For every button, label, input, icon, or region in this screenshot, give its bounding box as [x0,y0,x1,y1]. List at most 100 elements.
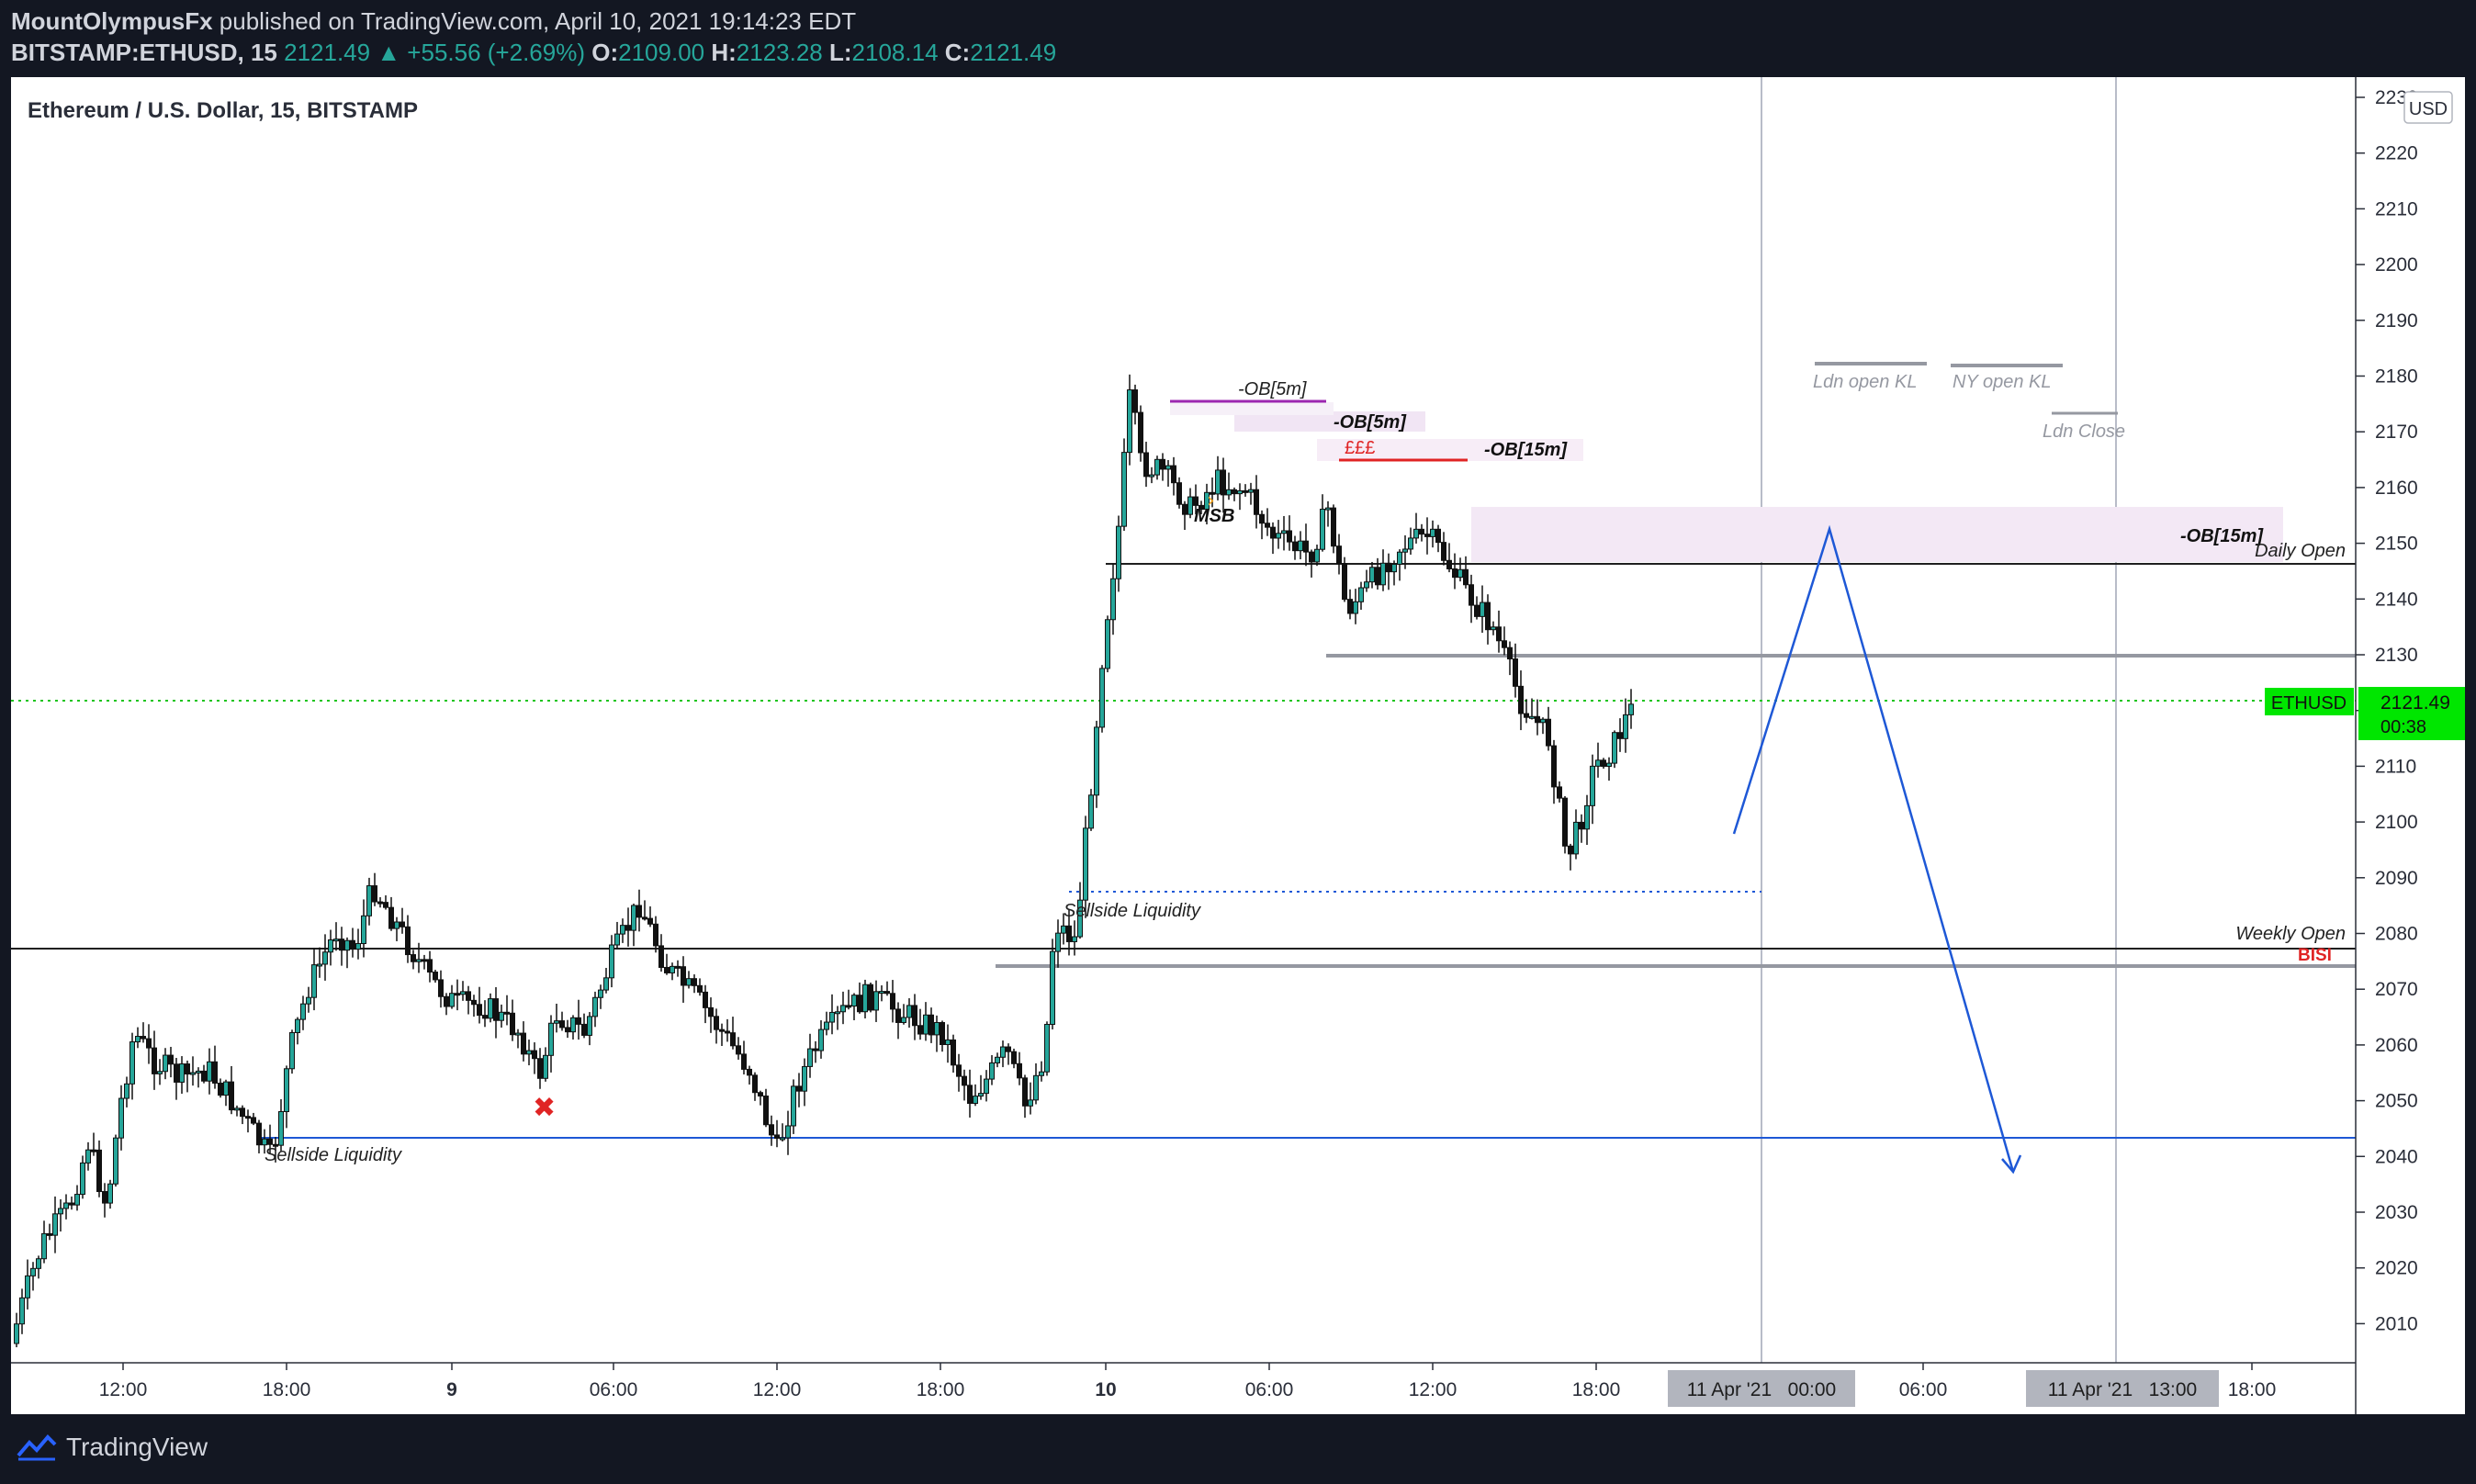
price-badge [2358,687,2465,740]
candle-body [829,1011,835,1023]
candle-body [1182,503,1187,515]
candle-body [1204,491,1210,511]
candle-body [940,1021,945,1045]
candle-body [714,1016,719,1030]
candle-body [273,1143,278,1147]
candle-body [306,996,311,1005]
author-name[interactable]: MountOlympusFx [11,7,213,35]
msb-label: MSB [1194,506,1234,526]
candle-body [890,993,895,1010]
candle-body [1347,599,1353,614]
chart-frame[interactable]: ✖ › Ethereum / U.S. Dollar, 15, BITSTAMP… [11,77,2465,1414]
candle-body [774,1134,780,1140]
candle-body [1309,551,1314,563]
x-tick-label: 18:00 [2228,1379,2277,1400]
candle-body [47,1232,52,1236]
price-axis[interactable]: 2230222022102200219021802170216021502140… [2356,87,2418,1334]
change-up-icon: ▲ [377,39,401,66]
candle-body [1375,567,1380,586]
candle-body [113,1137,118,1185]
x-tick-label: 06:00 [1899,1379,1948,1400]
ob-5m-zone-top [1170,402,1334,415]
ny-open-kl-label: NY open KL [1953,372,2052,392]
candle-body [1402,548,1408,553]
y-tick-label: 2170 [2375,422,2418,443]
symbol-name: BITSTAMP:ETHUSD, 15 [11,39,277,66]
y-tick-label: 2040 [2375,1146,2418,1167]
candle-body [620,925,625,935]
candle-body [63,1202,69,1209]
publish-info: MountOlympusFx published on TradingView.… [11,7,856,36]
candle-body [234,1107,240,1111]
candle-body [1457,568,1463,579]
candle-body [355,943,361,950]
candle-body [510,1012,515,1036]
candle-body [1435,528,1441,544]
tradingview-brand[interactable]: TradingView [17,1433,208,1462]
ob-5m-label-2: -OB[5m] [1334,412,1407,433]
x-tick-label: 18:00 [263,1379,311,1400]
candle-body [692,978,697,986]
candle-body [879,991,884,995]
candle-body [1044,1023,1050,1073]
candle-body [873,991,879,1011]
candle-body [1540,718,1546,724]
candle-body [1424,534,1430,537]
projection-arrow-icon [2001,1154,2022,1175]
candle-body [592,996,598,1017]
y-tick-label: 2150 [2375,534,2418,555]
candle-body [681,966,686,986]
candle-body [1248,489,1254,493]
candle-body [791,1085,796,1127]
candle-body [405,926,411,956]
candle-body [135,1036,141,1043]
candle-body [719,1029,725,1032]
candle-body [433,972,438,981]
daily-open-label: Daily Open [2255,541,2346,561]
candle-body [1006,1046,1011,1052]
candle-body [1342,563,1347,601]
candle-body [36,1258,41,1269]
candle-body [1094,726,1099,796]
candle-body [884,991,890,995]
candle-body [1083,827,1088,901]
candle-body [1474,604,1480,617]
currency-button[interactable] [2403,91,2453,124]
candle-body [124,1083,129,1099]
candle-body [989,1062,995,1080]
candle-body [895,1008,901,1023]
time-axis[interactable]: 12:00 18:00 9 06:00 12:00 18:00 10 06:00 12:00 18… [99,1363,2277,1400]
candle-body [1232,489,1237,495]
ob-15m-label-1: -OB[15m] [1484,440,1568,460]
candle-body [1369,567,1375,583]
candle-body [1358,587,1364,602]
ldn-open-kl-label: Ldn open KL [1813,372,1917,392]
low-label: L: [829,39,852,66]
candle-body [636,905,642,918]
price-chart[interactable]: ✖ › Ethereum / U.S. Dollar, 15, BITSTAMP… [11,77,2465,1414]
candle-body [752,1074,758,1094]
candle-body [91,1149,96,1152]
candle-body [1568,845,1573,855]
candle-body [521,1032,526,1055]
candle-body [747,1068,752,1076]
candle-body [1254,489,1259,515]
candle-body [1480,601,1485,617]
y-tick-label: 2020 [2375,1258,2418,1279]
candle-body [102,1191,107,1204]
candle-body [554,1020,559,1024]
y-tick-label: 2190 [2375,310,2418,332]
candle-body [212,1061,218,1084]
ob-15m-zone [1471,507,2283,562]
y-tick-label: 2100 [2375,812,2418,833]
candle-body [537,1058,543,1079]
candle-body [30,1267,36,1276]
candle-body [1281,530,1287,534]
candle-body [1226,489,1232,496]
candle-body [300,1003,306,1020]
candle-body [995,1056,1000,1063]
candle-body [1419,528,1424,535]
candle-body [146,1038,152,1049]
candle-body [289,1031,295,1070]
candle-body [223,1081,229,1096]
